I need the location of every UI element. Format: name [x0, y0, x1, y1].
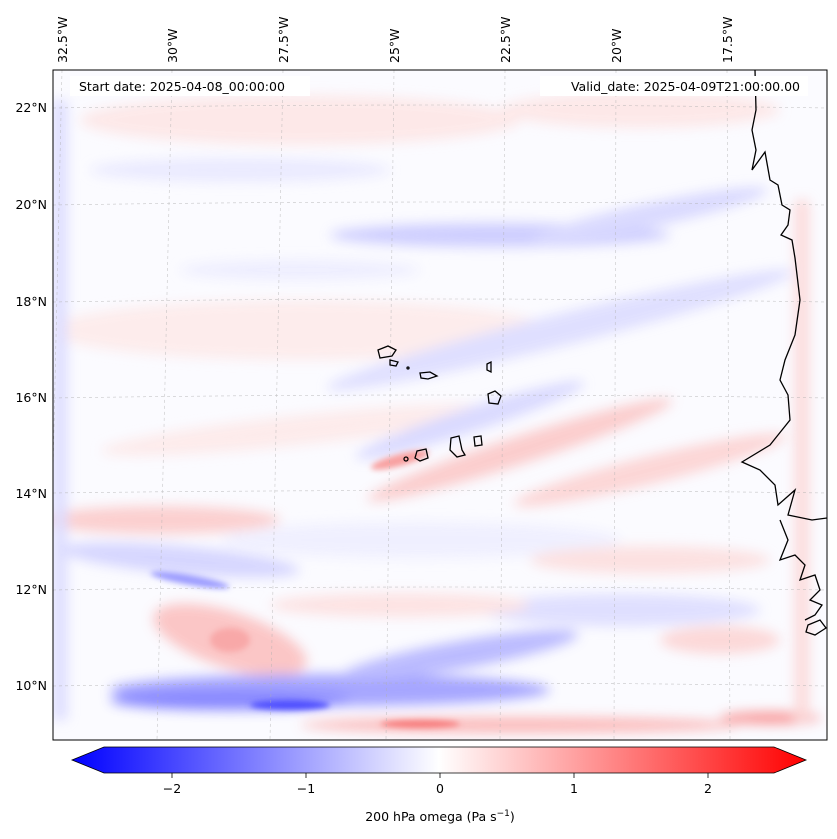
- lon-label: 32.5°W: [55, 17, 70, 63]
- lon-label: 20°W: [609, 28, 624, 63]
- colorbar: −2 −1 0 1 2 200 hPa omega (Pa s−1): [70, 746, 808, 824]
- lon-label: 30°W: [165, 28, 180, 63]
- valid-date-box: [540, 76, 808, 96]
- coastline: [377, 70, 827, 636]
- lat-label: 20°N: [15, 197, 47, 212]
- lat-label: 14°N: [15, 486, 47, 501]
- colorbar-tick-label: 0: [436, 781, 444, 796]
- lat-label: 18°N: [15, 294, 47, 309]
- colorbar-tick-label: 2: [704, 781, 712, 796]
- lat-label: 22°N: [15, 100, 47, 115]
- colorbar-tick-label: 1: [570, 781, 578, 796]
- start-date-box: [70, 76, 310, 96]
- lat-label: 12°N: [15, 582, 47, 597]
- omega-field: [53, 70, 827, 740]
- valid-date-label: Valid_date: 2025-04-09T21:00:00.00: [571, 79, 800, 94]
- map-area: Start date: 2025-04-08_00:00:00 Valid_da…: [52, 69, 828, 741]
- start-date-label: Start date: 2025-04-08_00:00:00: [79, 79, 285, 94]
- lon-label: 17.5°W: [720, 17, 735, 63]
- map-frame: [52, 69, 828, 741]
- lat-label: 10°N: [15, 678, 47, 693]
- colorbar-title: 200 hPa omega (Pa s−1): [365, 809, 515, 824]
- lon-label: 22.5°W: [498, 17, 513, 63]
- colorbar-tick-label: −2: [163, 781, 181, 796]
- colorbar-bar: [70, 746, 808, 774]
- colorbar-ticks: −2 −1 0 1 2: [163, 773, 712, 796]
- longitude-labels: 32.5°W 30°W 27.5°W 25°W 22.5°W 20°W 17.5…: [55, 17, 735, 63]
- latitude-labels: 22°N 20°N 18°N 16°N 14°N 12°N 10°N: [15, 100, 47, 693]
- graticule: [53, 70, 827, 740]
- lon-label: 25°W: [387, 28, 402, 63]
- lon-label: 27.5°W: [276, 17, 291, 63]
- colorbar-tick-label: −1: [297, 781, 315, 796]
- lat-label: 16°N: [15, 390, 47, 405]
